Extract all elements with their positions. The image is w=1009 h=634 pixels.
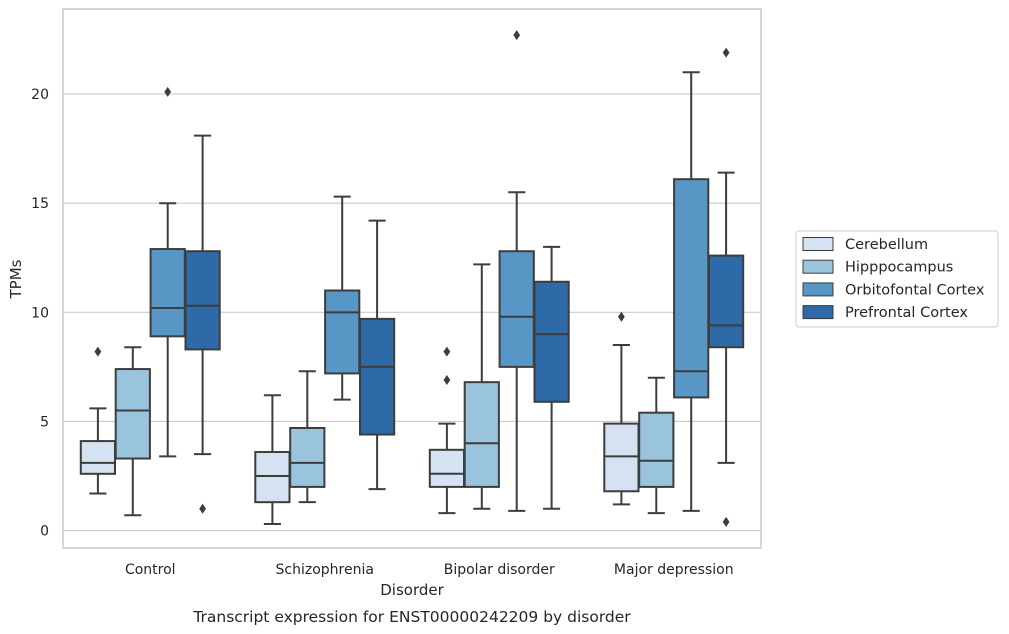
- legend-entry-label: Cerebellum: [845, 237, 928, 253]
- legend-swatch: [802, 237, 834, 251]
- y-axis-ticks: 0 5 10 15 20: [31, 87, 49, 539]
- y-tick-label: 15: [31, 196, 49, 212]
- outlier-point: [164, 86, 172, 97]
- x-axis-label: Disorder: [380, 581, 444, 599]
- plot-frame: [62, 8, 762, 549]
- box-group: [498, 30, 535, 512]
- box-body: [184, 250, 221, 351]
- box-group: [184, 134, 221, 514]
- box-group: [463, 263, 500, 510]
- outlier-point: [513, 30, 521, 41]
- box-body: [324, 289, 361, 375]
- outlier-point: [199, 503, 206, 514]
- box-body: [358, 317, 396, 436]
- box-body: [707, 254, 745, 349]
- outlier-point: [443, 346, 451, 357]
- legend-swatch: [802, 282, 834, 297]
- box-body: [254, 450, 291, 504]
- box-body: [149, 248, 186, 338]
- chart-caption: Transcript expression for ENST0000024220…: [192, 608, 631, 626]
- box-group: [324, 195, 361, 401]
- x-tick-label: Control: [125, 562, 176, 578]
- box-group: [603, 311, 640, 506]
- box-body: [638, 411, 675, 488]
- y-tick-label: 5: [40, 414, 49, 430]
- box-body: [498, 250, 535, 368]
- y-tick-label: 0: [40, 524, 49, 540]
- legend-swatch: [802, 305, 834, 320]
- box-group: [533, 245, 570, 510]
- outlier-point: [94, 346, 102, 357]
- box-body: [428, 448, 466, 488]
- box-body: [533, 280, 570, 403]
- y-axis-label: TPMs: [7, 259, 25, 299]
- legend-entry-label: Hipppocampus: [845, 260, 953, 276]
- legend: Cerebellum Hipppocampus Orbitofontal Corte…: [795, 230, 999, 328]
- box-group: [673, 71, 710, 512]
- x-tick-label: Schizophrenia: [276, 562, 374, 578]
- legend-frame: [795, 230, 999, 328]
- box-body: [289, 426, 326, 488]
- x-tick-label: Major depression: [614, 562, 734, 578]
- box-group: [254, 394, 291, 525]
- x-tick-label: Bipolar disorder: [444, 562, 555, 578]
- box-body: [79, 440, 117, 475]
- box-group: [289, 370, 326, 504]
- box-group: [79, 346, 117, 495]
- legend-swatch: [802, 259, 834, 274]
- outlier-point: [722, 47, 730, 58]
- y-tick-label: 20: [31, 87, 49, 103]
- y-tick-label: 10: [31, 305, 49, 321]
- box-group: [358, 219, 396, 491]
- box-group: [638, 376, 675, 515]
- outlier-point: [618, 311, 625, 322]
- box-body: [114, 368, 151, 460]
- outlier-point: [722, 516, 730, 527]
- legend-entry-label: Orbitofontal Cortex: [845, 282, 985, 298]
- box-body: [673, 178, 710, 399]
- box-body: [603, 422, 640, 493]
- box-group: [428, 346, 466, 515]
- box-group: [114, 346, 151, 517]
- box-group: [707, 47, 745, 527]
- outlier-point: [443, 374, 451, 385]
- box-group: [149, 86, 186, 458]
- box-plot-area: [79, 30, 745, 527]
- legend-entry-label: Prefrontal Cortex: [845, 305, 968, 321]
- x-axis-ticks: Control Schizophrenia Bipolar disorder Majo…: [125, 562, 734, 578]
- box-body: [463, 381, 500, 488]
